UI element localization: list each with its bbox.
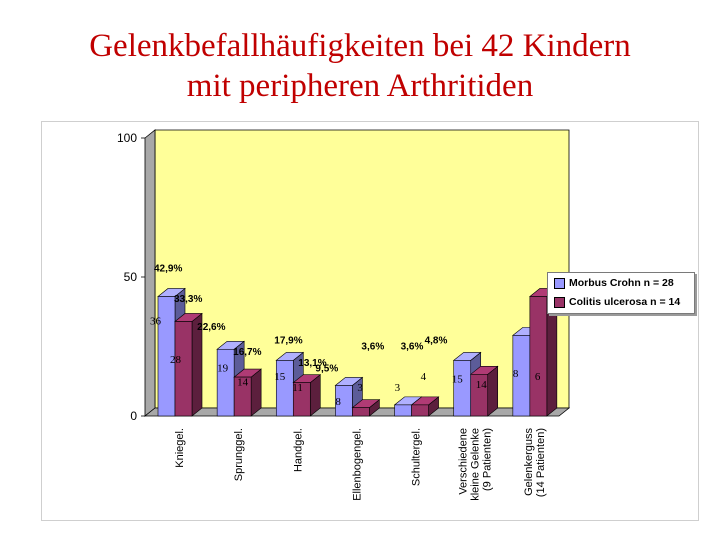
x-category-label-line: Handgel. <box>292 428 304 472</box>
legend-item-morbus-crohn: Morbus Crohn n = 28 <box>554 276 674 290</box>
data-label: 3,6% <box>401 341 424 352</box>
data-label: 15 <box>452 374 464 386</box>
data-label: 19 <box>217 363 229 375</box>
chart-area: 0 50 100 Kniegel. Sprunggel. Handgel. Ellenbog… <box>41 121 699 521</box>
bar-front <box>275 360 294 417</box>
x-category-label: Handgel. <box>292 428 304 472</box>
y-tick-label: 100 <box>117 131 137 145</box>
x-category-label-line: Kniegel. <box>174 428 186 468</box>
y-tick-label: 0 <box>130 409 137 423</box>
bar <box>334 376 364 417</box>
bar <box>292 374 322 417</box>
bar-front <box>174 321 193 417</box>
data-label: 16,7% <box>233 347 261 358</box>
data-label: 14 <box>476 379 488 391</box>
bar-front <box>233 376 252 417</box>
data-label: 14 <box>237 376 249 388</box>
bar <box>529 287 558 417</box>
data-label: 22,6% <box>197 322 225 333</box>
x-category-label: Schultergel. <box>411 428 423 486</box>
x-category-label-line: Sprunggel. <box>233 428 245 481</box>
x-category-label-line: Verschiedene <box>458 428 470 495</box>
x-category-label-line: Gelenkerguss <box>523 428 535 496</box>
x-category-label: Gelenkerguss (14 Patienten) <box>523 428 547 498</box>
bar <box>469 365 499 417</box>
data-label: 6 <box>535 371 541 383</box>
slide-title-line-1: Gelenkbefallhäufigkeiten bei 42 Kindern <box>89 28 631 64</box>
legend-swatch-colitis-ulcerosa <box>554 296 565 308</box>
bar-front <box>335 385 353 417</box>
bar <box>410 396 440 417</box>
legend-label-colitis-ulcerosa: Colitis ulcerosa n = 14 <box>569 296 681 308</box>
slide-title-line-2: mit peripheren Arthritiden <box>186 68 534 104</box>
bar-front <box>292 382 311 417</box>
data-label: 11 <box>292 382 303 394</box>
bar-chart: 0 50 100 Kniegel. Sprunggel. Handgel. Ellenbog… <box>117 129 571 501</box>
x-category-label-line: (14 Patienten) <box>535 428 547 497</box>
data-label: 13,1% <box>298 358 326 369</box>
x-category-label: Sprunggel. <box>233 428 245 481</box>
y-tick-label: 50 <box>124 270 138 284</box>
bar-front <box>470 374 489 417</box>
data-label: 3,6% <box>361 341 384 352</box>
bar <box>351 399 381 417</box>
bar-front <box>352 407 370 417</box>
x-category-label: Kniegel. <box>174 428 186 468</box>
data-label: 3 <box>395 382 401 394</box>
bar-front <box>529 296 548 417</box>
x-category-label-line: (9 Patienten) <box>482 428 494 491</box>
bar-side <box>487 365 499 417</box>
data-label: 17,9% <box>274 336 302 347</box>
bar <box>174 312 203 417</box>
data-label: 42,9% <box>154 263 182 274</box>
bar-front <box>216 348 235 417</box>
chart-legend: Morbus Crohn n = 28 Colitis ulcerosa n =… <box>547 272 695 314</box>
slide-title: Gelenkbefallhäufigkeiten bei 42 Kindern … <box>0 26 720 106</box>
bar-front <box>411 404 429 417</box>
legend-swatch-morbus-crohn <box>554 277 565 289</box>
x-category-label-line: Ellenbogengel. <box>351 428 363 501</box>
legend-label-morbus-crohn: Morbus Crohn n = 28 <box>569 277 674 289</box>
data-label: 4,8% <box>425 336 448 347</box>
data-label: 3 <box>357 382 363 394</box>
data-label: 28 <box>170 354 182 366</box>
x-category-label-line: kleine Gelenke <box>470 428 482 501</box>
data-label: 15 <box>274 371 286 383</box>
data-label: 8 <box>513 368 519 380</box>
data-label: 4 <box>421 371 427 383</box>
data-label: 36 <box>150 315 162 327</box>
data-label: 9,5% <box>315 364 338 375</box>
x-category-label-line: Schultergel. <box>411 428 423 486</box>
data-label: 8 <box>335 396 341 408</box>
x-category-label: Verschiedene kleine Gelenke (9 Patienten) <box>458 428 494 501</box>
bar-front <box>453 360 472 417</box>
data-label: 33,3% <box>174 294 202 305</box>
x-category-label: Ellenbogengel. <box>351 428 363 501</box>
bar-front <box>394 404 412 417</box>
bar <box>233 368 262 417</box>
legend-item-colitis-ulcerosa: Colitis ulcerosa n = 14 <box>554 295 680 309</box>
